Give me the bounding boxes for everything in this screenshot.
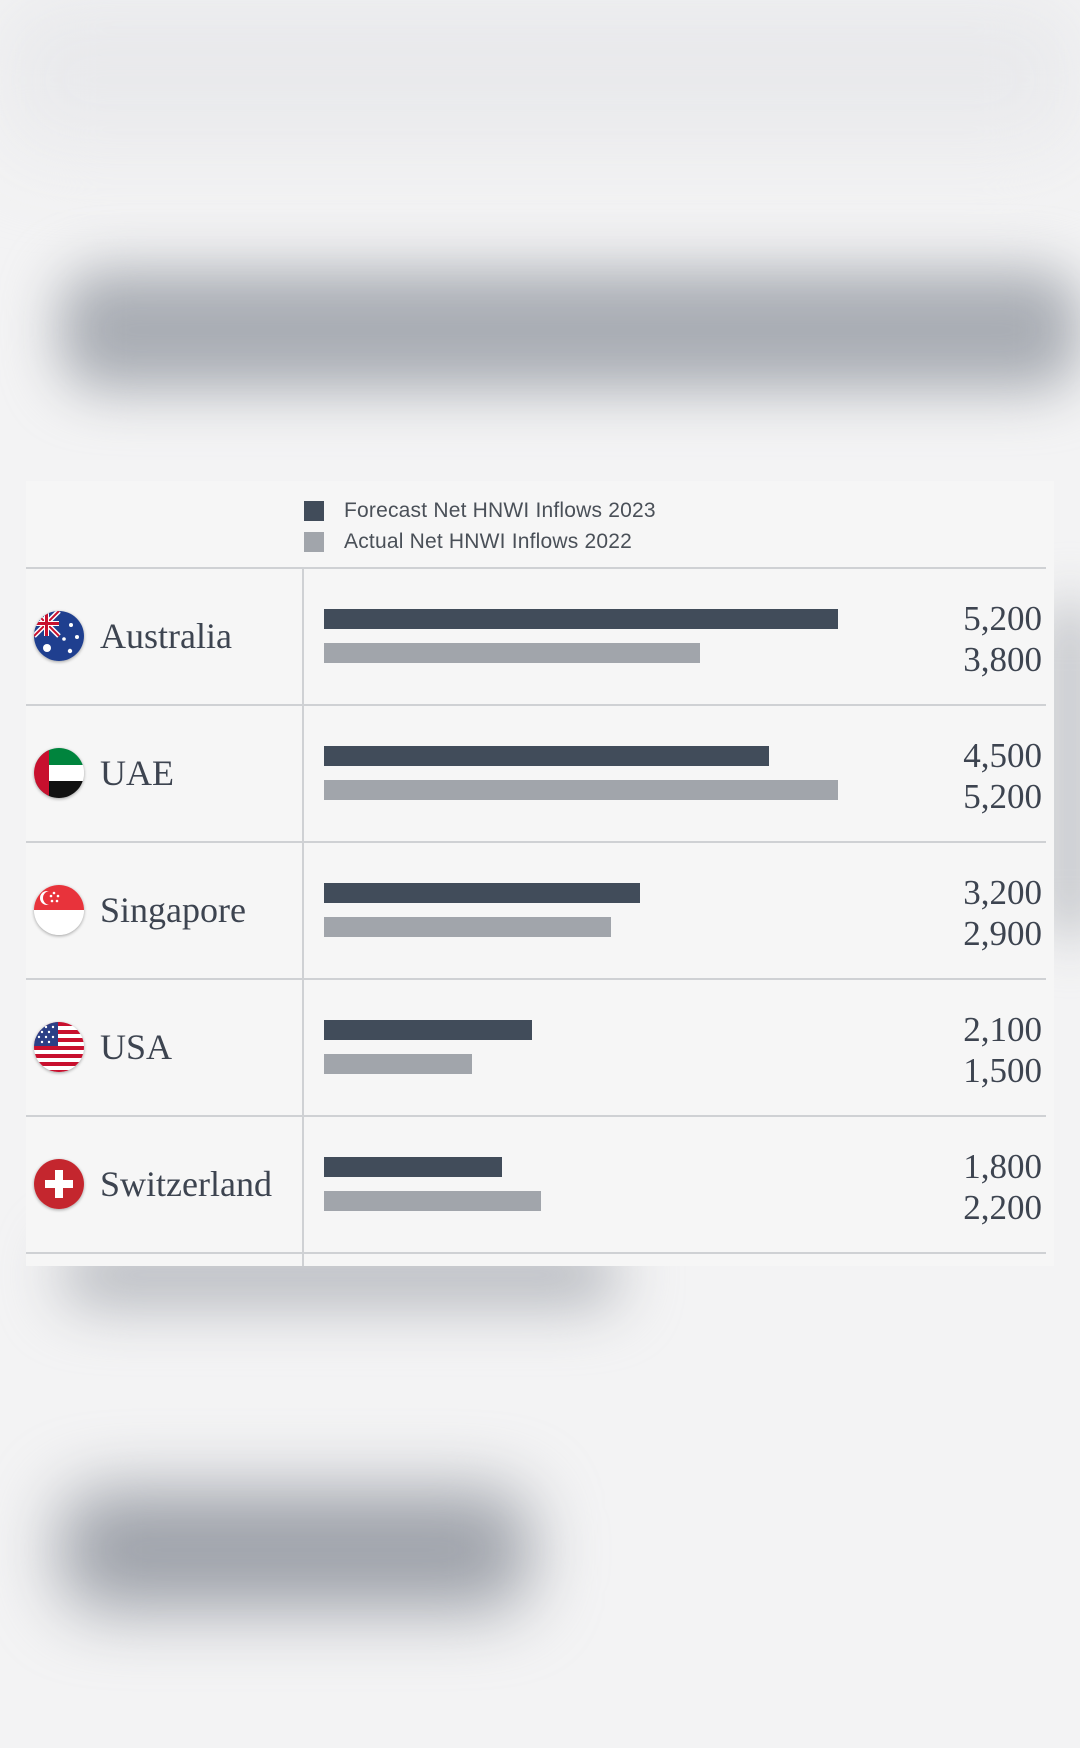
country-label: Switzerland <box>100 1164 272 1204</box>
country-cell: Switzerland <box>26 1117 304 1252</box>
blurred-background-top <box>0 0 1080 160</box>
country-cell: USA <box>26 980 304 1115</box>
column-divider <box>302 1254 304 1266</box>
chart-card: Forecast Net HNWI Inflows 2023 Actual Ne… <box>26 481 1054 1266</box>
value-label-australia-2023: 5,200 <box>963 599 1042 638</box>
legend-swatch-2022 <box>304 531 324 552</box>
value-label-switzerland-2023: 1,800 <box>963 1147 1042 1186</box>
country-label: USA <box>100 1027 173 1067</box>
singapore-flag-icon <box>34 885 84 935</box>
blurred-footer-text <box>60 1490 530 1610</box>
country-label: Singapore <box>100 890 246 930</box>
country-label: Australia <box>100 616 232 656</box>
country-cell: Australia <box>26 569 304 704</box>
chart-row-usa: USA 2,100 1,500 <box>26 980 1046 1117</box>
bar-australia-2023 <box>324 609 838 629</box>
blurred-heading <box>60 270 1080 390</box>
chart-row-singapore: Singapore 3,200 2,900 <box>26 843 1046 980</box>
legend-label-2023: Forecast Net HNWI Inflows 2023 <box>344 498 656 522</box>
bar-australia-2022 <box>324 643 700 663</box>
bar-usa-2022 <box>324 1054 473 1074</box>
chart-row-partial <box>26 1254 1046 1266</box>
value-label-singapore-2023: 3,200 <box>963 873 1042 912</box>
country-label: UAE <box>100 753 174 793</box>
bar-singapore-2022 <box>324 917 611 937</box>
value-label-singapore-2022: 2,900 <box>963 914 1042 953</box>
bar-switzerland-2023 <box>324 1157 502 1177</box>
bar-singapore-2023 <box>324 883 641 903</box>
bar-switzerland-2022 <box>324 1191 542 1211</box>
legend-label-2022: Actual Net HNWI Inflows 2022 <box>344 529 633 553</box>
usa-flag-icon <box>34 1022 84 1072</box>
country-cell: UAE <box>26 706 304 841</box>
value-label-uae-2023: 4,500 <box>963 736 1042 775</box>
chart-row-switzerland: Switzerland 1,800 2,200 <box>26 1117 1046 1254</box>
uae-flag-icon <box>34 748 84 798</box>
switzerland-flag-icon <box>34 1159 84 1209</box>
legend-entry-2023: Forecast Net HNWI Inflows 2023 <box>304 495 656 526</box>
legend-entry-2022: Actual Net HNWI Inflows 2022 <box>304 526 656 557</box>
value-label-australia-2022: 3,800 <box>963 640 1042 679</box>
country-cell: Singapore <box>26 843 304 978</box>
chart-row-uae: UAE 4,500 5,200 <box>26 706 1046 843</box>
bar-uae-2023 <box>324 746 769 766</box>
value-label-switzerland-2022: 2,200 <box>963 1188 1042 1227</box>
chart-row-australia: Australia 5,200 3,800 <box>26 569 1046 706</box>
bar-uae-2022 <box>324 780 838 800</box>
value-label-usa-2023: 2,100 <box>963 1010 1042 1049</box>
chart-legend: Forecast Net HNWI Inflows 2023 Actual Ne… <box>304 495 656 557</box>
chart-rows: Australia 5,200 3,800 UAE <box>26 567 1046 1266</box>
value-label-uae-2022: 5,200 <box>963 777 1042 816</box>
australia-flag-icon <box>34 611 84 661</box>
value-label-usa-2022: 1,500 <box>963 1051 1042 1090</box>
bar-usa-2023 <box>324 1020 532 1040</box>
legend-swatch-2023 <box>304 500 324 521</box>
